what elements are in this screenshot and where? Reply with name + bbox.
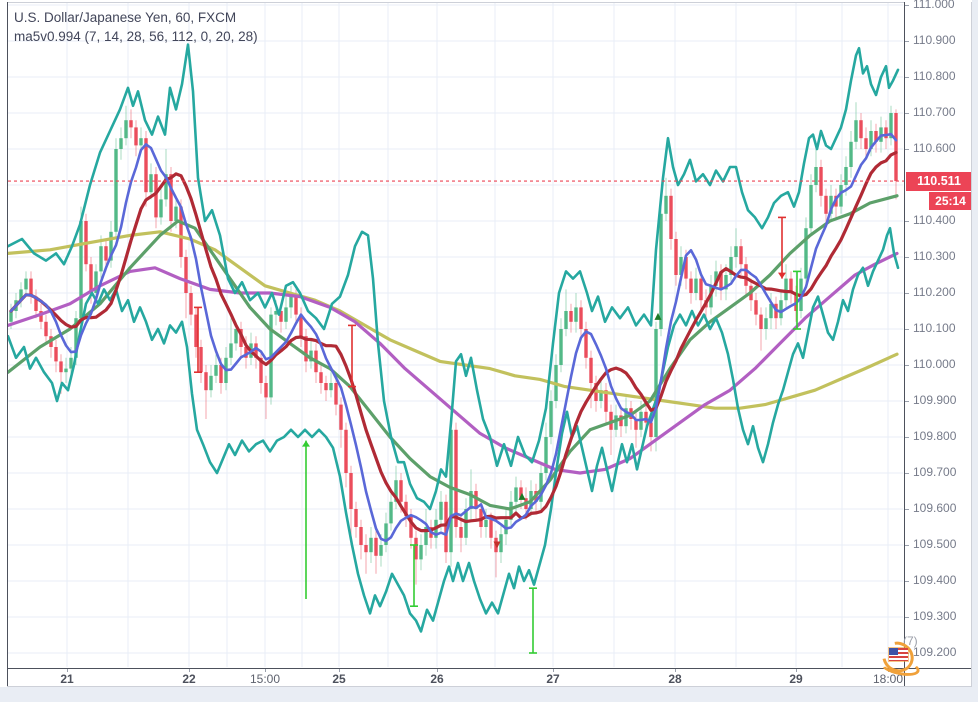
time-axis-tick xyxy=(796,668,797,672)
ma-line-ma28 xyxy=(7,194,899,511)
fx-logo-icon xyxy=(876,635,922,679)
bar-countdown-badge: 25:14 xyxy=(929,192,972,210)
time-axis-tick xyxy=(553,668,554,672)
price-axis-label: 109.300 xyxy=(913,609,957,623)
price-axis-label: 110.600 xyxy=(913,141,956,155)
price-axis-label: 110.400 xyxy=(913,213,956,227)
plot-top-border xyxy=(7,2,972,3)
price-axis-tick xyxy=(905,437,909,438)
chart-legend[interactable]: U.S. Dollar/Japanese Yen, 60, FXCM ma5v0… xyxy=(14,8,258,46)
price-axis[interactable]: 111.000 110.900 110.800 110.700 110.600 110.4… xyxy=(905,0,971,668)
price-axis-tick xyxy=(905,365,909,366)
watermark-text: (7) xyxy=(903,634,918,648)
time-axis-tick xyxy=(265,668,266,672)
price-axis-label: 110.800 xyxy=(913,69,956,83)
time-axis-label: 25 xyxy=(332,672,346,686)
time-axis-label: 29 xyxy=(789,672,803,686)
price-axis-tick xyxy=(905,41,909,42)
axis-separator-vertical xyxy=(904,2,905,687)
axis-separator-horizontal xyxy=(7,668,972,669)
price-axis-tick xyxy=(905,293,909,294)
price-axis-label: 110.700 xyxy=(913,105,956,119)
time-axis[interactable]: 21 22 15:00 25 26 27 28 29 18:00 xyxy=(8,668,971,686)
price-axis-tick xyxy=(905,113,909,114)
ma-line-ma14 xyxy=(9,151,898,533)
time-axis-label: 22 xyxy=(182,672,196,686)
us-flag-icon xyxy=(889,648,908,661)
time-axis-label: 18:00 xyxy=(872,672,904,686)
price-axis-label: 110.200 xyxy=(913,285,956,299)
ma-line-ma112 xyxy=(7,230,899,410)
price-axis-label: 109.500 xyxy=(913,537,957,551)
price-axis-tick xyxy=(905,545,909,546)
price-axis-label: 109.700 xyxy=(913,465,957,479)
price-axis-tick xyxy=(905,473,909,474)
time-axis-tick xyxy=(339,668,340,672)
time-axis-tick xyxy=(67,668,68,672)
time-axis-tick xyxy=(888,668,889,672)
price-axis-label: 109.800 xyxy=(913,429,957,443)
flag-canton xyxy=(889,648,898,655)
widget-right-border xyxy=(971,2,972,687)
widget-bottom-border xyxy=(7,686,972,687)
last-price-badge: 110.511 xyxy=(906,172,972,191)
price-axis-label: 109.900 xyxy=(913,393,957,407)
time-axis-label: 27 xyxy=(546,672,560,686)
lower-band-line xyxy=(7,226,900,633)
ma-line-ma7 xyxy=(9,132,898,543)
price-axis-tick xyxy=(905,77,909,78)
price-axis-tick xyxy=(905,617,909,618)
price-axis-label: 110.000 xyxy=(913,357,956,371)
trade-markers xyxy=(194,216,801,654)
chart-widget: U.S. Dollar/Japanese Yen, 60, FXCM ma5v0… xyxy=(0,0,972,687)
time-axis-label: 15:00 xyxy=(249,672,281,686)
symbol-title: U.S. Dollar/Japanese Yen, 60, FXCM xyxy=(14,10,237,25)
price-axis-tick xyxy=(905,221,909,222)
time-axis-tick xyxy=(675,668,676,672)
price-axis-tick xyxy=(905,5,909,6)
price-axis-tick xyxy=(905,581,909,582)
price-axis-label: 109.600 xyxy=(913,501,957,515)
time-axis-label: 21 xyxy=(60,672,74,686)
indicator-title: ma5v0.994 (7, 14, 28, 56, 112, 0, 20, 28… xyxy=(14,29,258,44)
price-axis-tick xyxy=(905,149,909,150)
plot-area xyxy=(7,3,904,667)
plot-left-border xyxy=(7,2,8,687)
price-axis-label: 109.400 xyxy=(913,573,957,587)
price-axis-label: 111.000 xyxy=(913,0,955,11)
ma-line-ma56 xyxy=(7,251,899,475)
time-axis-label: 26 xyxy=(430,672,444,686)
time-axis-tick xyxy=(437,668,438,672)
price-axis-tick xyxy=(905,509,909,510)
price-axis-label: 110.300 xyxy=(913,249,956,263)
price-axis-label: 109.200 xyxy=(913,645,957,659)
time-axis-tick xyxy=(189,668,190,672)
price-axis-label: 110.900 xyxy=(913,33,956,47)
price-axis-tick xyxy=(905,401,909,402)
price-axis-label: 110.100 xyxy=(913,321,956,335)
upper-band-line xyxy=(7,43,900,511)
time-axis-label: 28 xyxy=(668,672,682,686)
price-axis-tick xyxy=(905,257,909,258)
candlesticks xyxy=(9,102,898,585)
price-axis-tick xyxy=(905,329,909,330)
